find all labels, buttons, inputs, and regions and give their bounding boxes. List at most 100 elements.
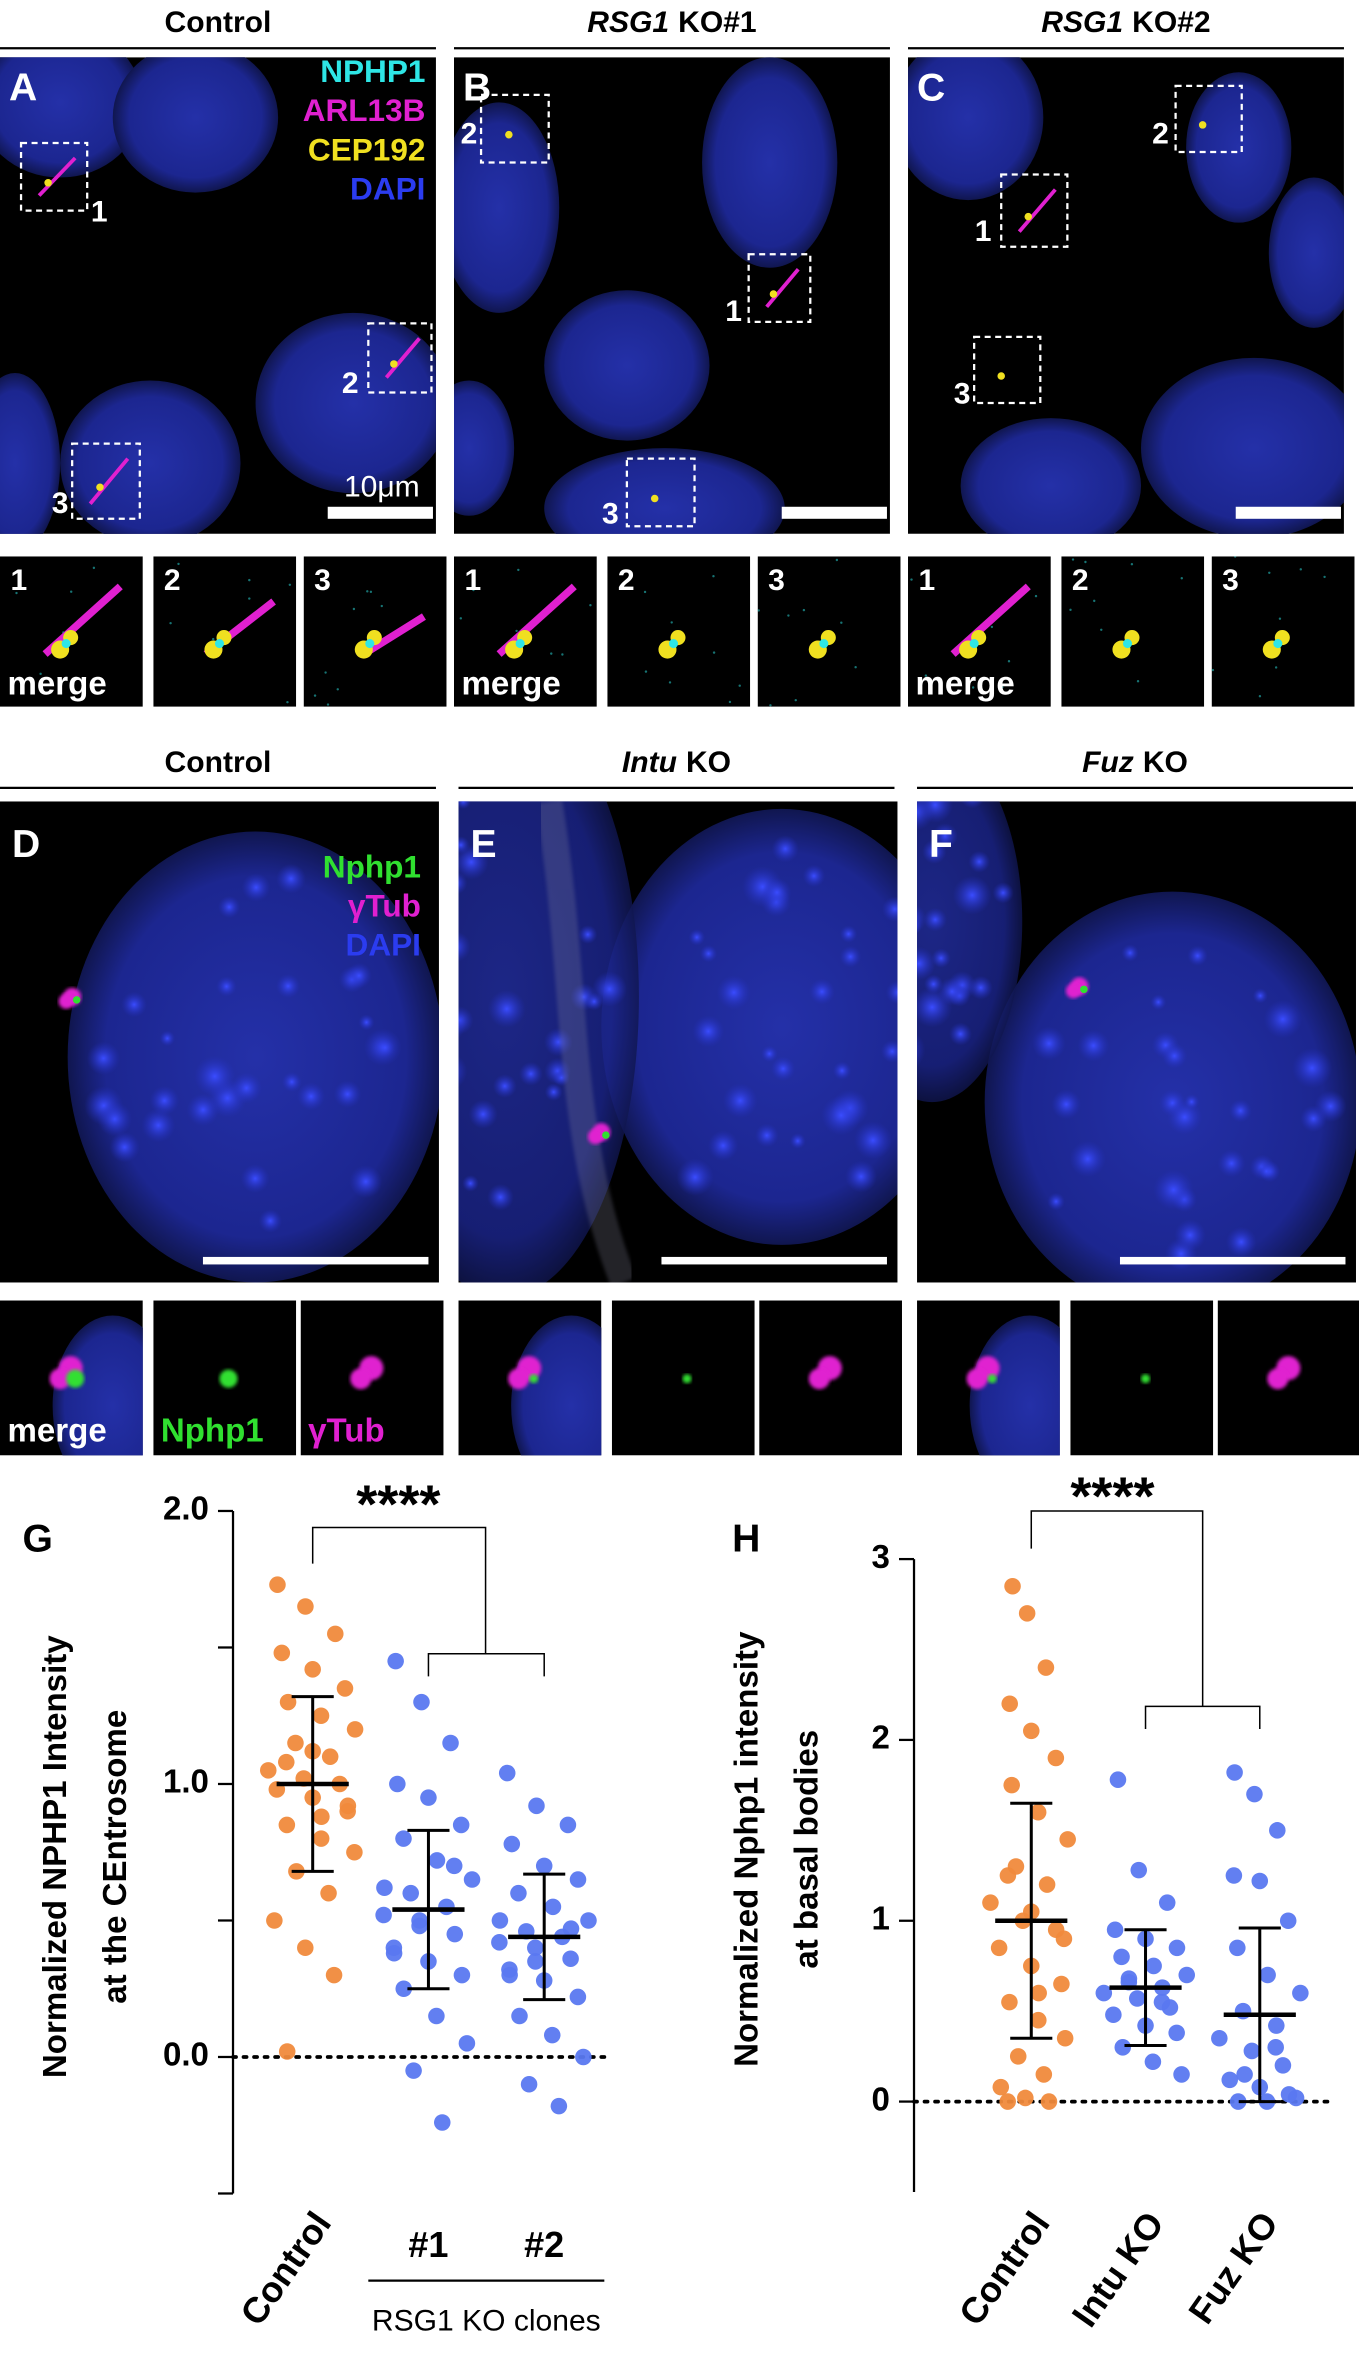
chromatin — [430, 758, 469, 797]
gtub-spot — [587, 1129, 603, 1145]
chromatin — [275, 973, 301, 999]
panel-image — [0, 1300, 143, 1456]
chromatin — [487, 990, 526, 1028]
data-point — [1144, 2053, 1162, 2071]
chromatin — [853, 1121, 892, 1160]
data-point — [1018, 1605, 1036, 1622]
chromatin — [375, 1038, 395, 1058]
data-point — [278, 1816, 296, 1834]
x-tick-label: Fuz KO — [1180, 2204, 1286, 2331]
data-point — [1168, 2024, 1185, 2042]
background-speck — [550, 652, 553, 655]
data-point — [982, 1894, 999, 1911]
chromatin — [1258, 1163, 1275, 1180]
panel-letter: D — [12, 823, 40, 866]
nucleus — [112, 57, 279, 193]
panel-image — [458, 1300, 602, 1456]
nucleus — [60, 380, 241, 534]
background-speck — [712, 574, 715, 578]
chromatin — [159, 1030, 176, 1047]
data-point — [1251, 1872, 1269, 1890]
nucleus — [1268, 177, 1344, 328]
nphp1-spot — [1122, 639, 1132, 649]
background-speck — [939, 680, 943, 683]
chromatin — [808, 978, 835, 1005]
x-tick-label: #1 — [408, 2224, 448, 2265]
chromatin — [917, 946, 936, 981]
panel-image — [611, 1300, 755, 1456]
data-point — [1221, 2071, 1239, 2089]
legend-label: DAPI — [346, 927, 421, 963]
nphp1-spot — [682, 1374, 692, 1384]
data-point — [269, 1576, 286, 1593]
panel-image — [757, 556, 901, 707]
chromatin — [492, 1074, 517, 1099]
chromatin — [297, 1082, 326, 1111]
nucleus — [1141, 357, 1344, 534]
background-speck — [728, 700, 732, 704]
panel-image — [0, 801, 439, 1283]
inset-box — [19, 141, 89, 212]
panel-header: RSG1 KO#2 — [1041, 6, 1210, 39]
background-speck — [92, 566, 96, 570]
chromatin — [1051, 1089, 1082, 1120]
chromatin — [458, 1010, 466, 1040]
x-tick-label: Control — [232, 2204, 339, 2333]
chromatin — [885, 980, 898, 1005]
background-speck — [1071, 558, 1075, 561]
data-point — [339, 1797, 357, 1815]
data-point — [445, 1857, 463, 1875]
panel-image — [917, 801, 1356, 1283]
panel-image — [300, 1300, 444, 1456]
panel-letter: A — [9, 67, 37, 110]
data-point — [1004, 1577, 1021, 1595]
data-point — [1114, 2039, 1132, 2056]
y-tick-label: 1.0 — [163, 1764, 209, 1801]
chromatin — [458, 801, 471, 810]
data-point — [413, 1693, 430, 1711]
data-point — [1047, 1749, 1065, 1767]
chromatin — [86, 1041, 121, 1076]
data-point — [346, 1843, 363, 1861]
y-tick-label: 2 — [872, 1720, 890, 1757]
chromatin — [770, 1056, 796, 1081]
data-point — [569, 1871, 587, 1888]
box-label: 2 — [461, 117, 478, 150]
significance-bracket — [311, 1526, 545, 1677]
x-tick-label: Control — [951, 2204, 1058, 2333]
gtub-spot — [966, 1368, 988, 1390]
data-point — [1145, 1957, 1162, 1975]
data-point — [1153, 1993, 1171, 2011]
nucleus — [67, 831, 439, 1283]
chromatin — [487, 1183, 514, 1211]
scale-label: 10μm — [344, 471, 420, 504]
chromatin — [141, 1108, 176, 1143]
chromatin — [458, 844, 489, 880]
data-point — [297, 1939, 314, 1957]
background-speck — [971, 686, 975, 689]
background-speck — [380, 604, 384, 608]
y-axis-title: Normalized Nphp1 intensity — [728, 1631, 765, 2067]
data-point — [1109, 1771, 1127, 1788]
data-point — [1003, 1776, 1020, 1794]
inset-merge: merge — [916, 665, 1015, 702]
chromatin — [149, 1085, 180, 1116]
data-point — [1246, 1785, 1263, 1803]
chromatin — [839, 945, 862, 968]
background-speck — [1034, 594, 1038, 598]
background-speck — [352, 607, 356, 611]
data-point — [992, 2078, 1010, 2096]
scale-bar — [1235, 506, 1341, 519]
panel-image — [153, 556, 297, 707]
nphp1-spot — [987, 1374, 997, 1384]
centrosome — [390, 360, 398, 368]
inset-label: γTub — [308, 1413, 385, 1450]
background-speck — [169, 621, 172, 625]
background-speck — [313, 694, 317, 697]
inset-label: 2 — [618, 564, 635, 597]
chromatin — [258, 1209, 283, 1233]
chromatin — [186, 1093, 220, 1127]
data-point — [1113, 1948, 1130, 1966]
data-point — [1030, 1984, 1047, 2002]
background-speck — [1233, 556, 1237, 558]
